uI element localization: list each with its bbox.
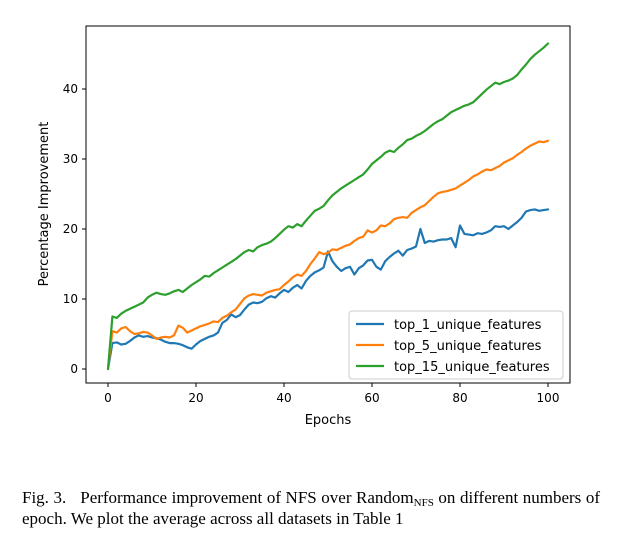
figure-caption: Fig. 3. Performance improvement of NFS ov… bbox=[22, 487, 600, 529]
y-axis-label: Percentage Improvement bbox=[37, 122, 52, 287]
legend-label: top_1_unique_features bbox=[394, 318, 542, 333]
y-axis: 0 10 20 30 40 bbox=[63, 82, 86, 376]
figure-label: Fig. 3. bbox=[22, 488, 67, 507]
legend-box bbox=[348, 310, 564, 380]
x-tick-label: 20 bbox=[188, 391, 203, 405]
x-tick-label: 60 bbox=[364, 391, 379, 405]
series-group bbox=[106, 42, 550, 371]
y-tick-label: 30 bbox=[63, 152, 78, 166]
series-line-top-15-unique-features bbox=[106, 42, 550, 371]
legend: top_1_unique_features top_5_unique_featur… bbox=[348, 310, 564, 380]
y-tick-label: 40 bbox=[63, 82, 78, 96]
caption-text-1: Performance improvement of NFS over Rand… bbox=[80, 488, 414, 507]
x-tick-label: 40 bbox=[276, 391, 291, 405]
y-tick-label: 0 bbox=[70, 362, 78, 376]
y-tick-label: 20 bbox=[63, 222, 78, 236]
caption-subscript: NFS bbox=[413, 497, 434, 509]
chart: 0 20 40 60 80 100 0 10 20 30 40 Epochs Percentage… bbox=[37, 25, 571, 428]
x-tick-label: 100 bbox=[537, 391, 560, 405]
y-tick-label: 10 bbox=[63, 292, 78, 306]
x-tick-label: 80 bbox=[452, 391, 467, 405]
x-axis: 0 20 40 60 80 100 bbox=[104, 383, 559, 405]
x-tick-label: 0 bbox=[104, 391, 112, 405]
legend-label: top_15_unique_features bbox=[394, 360, 550, 375]
x-axis-label: Epochs bbox=[305, 413, 352, 428]
plot-frame bbox=[85, 25, 571, 384]
caption-text-2: on different numbers of epoch. We plot t… bbox=[22, 488, 600, 528]
legend-label: top_5_unique_features bbox=[394, 339, 542, 354]
series-line-top-5-unique-features bbox=[106, 139, 550, 371]
